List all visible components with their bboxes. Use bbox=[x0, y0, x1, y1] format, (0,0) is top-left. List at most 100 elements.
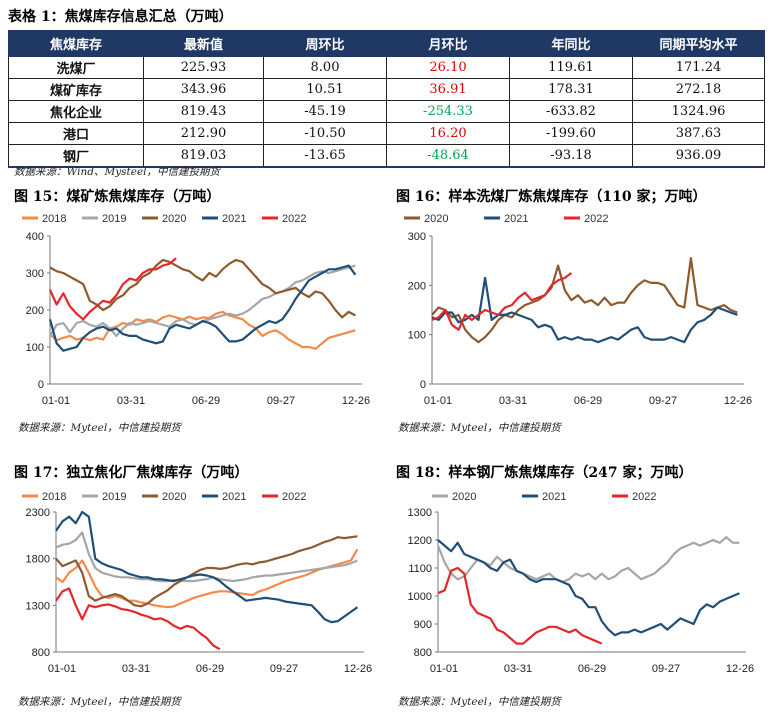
legend-label: 2021 bbox=[542, 491, 566, 503]
x-tick-label: 03-31 bbox=[117, 395, 145, 407]
x-tick-label: 01-01 bbox=[430, 663, 458, 675]
header-cell: 最新值 bbox=[143, 30, 264, 57]
chart-source-fig15: 数据来源：Myteel，中信建投期货 bbox=[18, 422, 181, 434]
row-label-cell: 焦化企业 bbox=[8, 100, 144, 123]
table-cell: -48.64 bbox=[386, 144, 510, 168]
y-tick-label: 1300 bbox=[26, 600, 50, 612]
series-line-2022 bbox=[431, 272, 573, 331]
chart-fig18-steel-mill-inventory: 2020 2021 2022 800 900 1000 1100 1200 1300 01-01 0… bbox=[408, 491, 755, 675]
y-tick-label: 2300 bbox=[26, 507, 50, 519]
series-line-2021 bbox=[437, 539, 740, 637]
legend-label: 2019 bbox=[102, 491, 126, 503]
header-cell: 年同比 bbox=[509, 30, 633, 57]
table-cell: -10.50 bbox=[263, 122, 387, 145]
series-line-2021 bbox=[55, 510, 359, 624]
series-line-2022 bbox=[437, 566, 603, 645]
y-tick-label: 200 bbox=[26, 305, 44, 317]
x-tick-label: 03-31 bbox=[499, 395, 527, 407]
table-cell: 10.51 bbox=[263, 78, 387, 101]
x-tick-label: 12-26 bbox=[726, 663, 754, 675]
x-tick-label: 12-26 bbox=[724, 395, 752, 407]
x-tick-label: 01-01 bbox=[48, 663, 76, 675]
table-cell: -13.65 bbox=[263, 144, 387, 168]
table-header-row: 焦煤库存 最新值 周环比 月环比 年同比 同期平均水平 bbox=[8, 30, 765, 57]
y-tick-label: 0 bbox=[38, 379, 44, 391]
x-tick-label: 09-27 bbox=[649, 395, 677, 407]
y-tick-label: 300 bbox=[408, 231, 426, 243]
table-cell: 272.18 bbox=[632, 78, 765, 101]
legend-label: 2020 bbox=[452, 491, 476, 503]
legend-label: 2020 bbox=[424, 213, 448, 225]
y-tick-label: 800 bbox=[32, 647, 50, 659]
table-cell: -45.19 bbox=[263, 100, 387, 123]
x-tick-label: 09-27 bbox=[267, 395, 295, 407]
chart-source-fig18: 数据来源：Myteel，中信建投期货 bbox=[398, 696, 561, 708]
table-cell: 8.00 bbox=[263, 56, 387, 79]
series-line-2022 bbox=[48, 257, 177, 321]
y-tick-label: 1000 bbox=[408, 591, 432, 603]
series-line-2019 bbox=[55, 531, 358, 583]
x-tick-label: 01-01 bbox=[424, 395, 452, 407]
row-label-cell: 洗煤厂 bbox=[8, 56, 144, 79]
table-cell: 1324.96 bbox=[632, 100, 765, 123]
x-tick-label: 06-29 bbox=[578, 663, 606, 675]
row-label-cell: 煤矿库存 bbox=[8, 78, 144, 101]
x-tick-label: 09-27 bbox=[270, 663, 298, 675]
chart-title-fig18: 图 18：样本钢厂炼焦煤库存（247 家；万吨） bbox=[396, 465, 693, 481]
chart-title-fig15: 图 15：煤矿炼焦煤库存（万吨） bbox=[14, 189, 221, 205]
y-tick-label: 200 bbox=[408, 280, 426, 292]
table-cell: 171.24 bbox=[632, 56, 765, 79]
legend-label: 2018 bbox=[42, 213, 66, 225]
row-label-cell: 港口 bbox=[8, 122, 144, 145]
y-tick-label: 100 bbox=[408, 330, 426, 342]
legend-label: 2021 bbox=[504, 213, 528, 225]
chart-fig15-coal-mine-inventory: 2018 2019 2020 2021 2022 0 100 200 300 400 01-01 03… bbox=[22, 213, 370, 407]
table-row: 港口 212.90 -10.50 16.20 -199.60 387.63 bbox=[8, 122, 765, 145]
chart-source-fig16: 数据来源：Myteel，中信建投期货 bbox=[398, 422, 561, 434]
series-line-2021 bbox=[48, 264, 357, 352]
table-cell: -93.18 bbox=[509, 144, 633, 168]
x-tick-label: 06-29 bbox=[192, 395, 220, 407]
table-cell: -199.60 bbox=[509, 122, 633, 145]
legend-label: 2021 bbox=[222, 213, 246, 225]
table-cell: 178.31 bbox=[509, 78, 633, 101]
table-cell: 36.91 bbox=[386, 78, 510, 101]
chart-title-fig16: 图 16：样本洗煤厂炼焦煤库存（110 家；万吨） bbox=[396, 189, 707, 205]
series-line-2020 bbox=[431, 257, 738, 344]
chart-fig17-coking-plant-inventory: 2018 2019 2020 2021 2022 800 1300 1800 2300 01-01… bbox=[22, 491, 372, 675]
y-tick-label: 100 bbox=[26, 342, 44, 354]
table-cell: 26.10 bbox=[386, 56, 510, 79]
header-cell: 周环比 bbox=[263, 30, 387, 57]
x-tick-label: 09-27 bbox=[652, 663, 680, 675]
series-line-2021 bbox=[431, 276, 738, 344]
legend-label: 2020 bbox=[162, 491, 186, 503]
header-cell: 焦煤库存 bbox=[8, 30, 144, 57]
table-row: 钢厂 819.03 -13.65 -48.64 -93.18 936.09 bbox=[8, 144, 765, 168]
table-row: 煤矿库存 343.96 10.51 36.91 178.31 272.18 bbox=[8, 78, 765, 101]
x-tick-label: 06-29 bbox=[574, 395, 602, 407]
table-cell: -633.82 bbox=[509, 100, 633, 123]
x-tick-label: 12-26 bbox=[344, 663, 372, 675]
table-source: 数据来源：Wind、Mysteel，中信建投期货 bbox=[14, 166, 221, 178]
table-cell: 16.20 bbox=[386, 122, 510, 145]
table-caption: 表格 1：焦煤库存信息汇总（万吨） bbox=[8, 9, 233, 25]
series-line-2020 bbox=[436, 536, 740, 584]
y-tick-label: 1800 bbox=[26, 554, 50, 566]
y-tick-label: 1100 bbox=[408, 563, 432, 575]
y-tick-label: 1200 bbox=[408, 535, 432, 547]
table-cell: 936.09 bbox=[632, 144, 765, 168]
chart-source-fig17: 数据来源：Myteel，中信建投期货 bbox=[18, 696, 181, 708]
x-tick-label: 06-29 bbox=[196, 663, 224, 675]
legend-label: 2022 bbox=[282, 491, 306, 503]
x-tick-label: 01-01 bbox=[42, 395, 70, 407]
series-line-2020 bbox=[49, 258, 356, 319]
table-cell: 343.96 bbox=[143, 78, 264, 101]
coking-coal-inventory-table: 焦煤库存 最新值 周环比 月环比 年同比 同期平均水平 洗煤厂 225.93 8.0… bbox=[8, 30, 765, 168]
legend-label: 2019 bbox=[102, 213, 126, 225]
table-cell: 119.61 bbox=[509, 56, 633, 79]
header-cell: 月环比 bbox=[386, 30, 510, 57]
y-tick-label: 400 bbox=[26, 231, 44, 243]
table-cell: 387.63 bbox=[632, 122, 765, 145]
table-cell: -254.33 bbox=[386, 100, 510, 123]
x-tick-label: 03-31 bbox=[504, 663, 532, 675]
